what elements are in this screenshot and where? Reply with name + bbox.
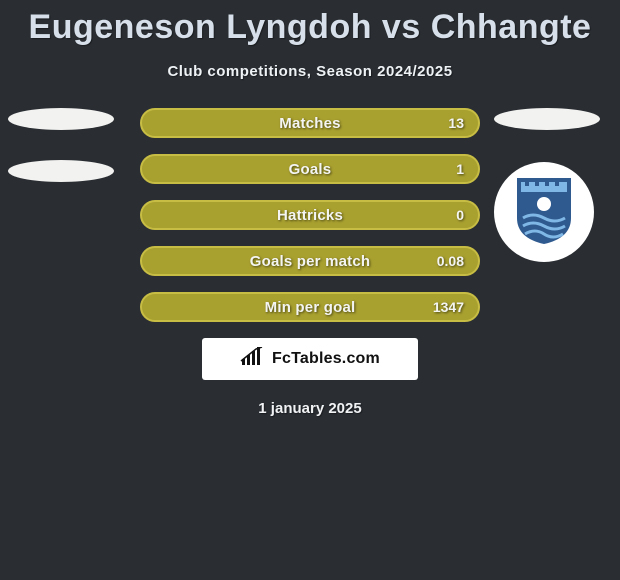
bar-chart-icon xyxy=(240,347,266,372)
stat-bar-hattricks: Hattricks 0 xyxy=(140,200,480,230)
stat-value-right: 1 xyxy=(456,161,464,177)
snapshot-date: 1 january 2025 xyxy=(0,400,620,417)
stat-bar-goals: Goals 1 xyxy=(140,154,480,184)
page-subtitle: Club competitions, Season 2024/2025 xyxy=(0,63,620,80)
stat-value-right: 0 xyxy=(456,207,464,223)
stat-label: Min per goal xyxy=(142,299,478,316)
player-right-badge-placeholder xyxy=(494,108,600,130)
club-right-crest xyxy=(494,162,594,262)
stats-comparison: Matches 13 Goals 1 Hattricks 0 Goals per… xyxy=(0,108,620,417)
stat-value-right: 1347 xyxy=(433,299,464,315)
stat-value-right: 13 xyxy=(448,115,464,131)
stat-bar-goals-per-match: Goals per match 0.08 xyxy=(140,246,480,276)
stat-label: Hattricks xyxy=(142,207,478,224)
page-title: Eugeneson Lyngdoh vs Chhangte xyxy=(0,0,620,47)
stat-label: Goals per match xyxy=(142,253,478,270)
stat-value-right: 0.08 xyxy=(437,253,464,269)
stat-bar-matches: Matches 13 xyxy=(140,108,480,138)
right-player-badges xyxy=(494,108,600,262)
stat-bar-min-per-goal: Min per goal 1347 xyxy=(140,292,480,322)
stat-label: Matches xyxy=(142,115,478,132)
branding-text: FcTables.com xyxy=(272,350,380,368)
shield-icon xyxy=(513,174,575,251)
stat-bars: Matches 13 Goals 1 Hattricks 0 Goals per… xyxy=(140,108,480,322)
stat-label: Goals xyxy=(142,161,478,178)
club-left-badge-placeholder xyxy=(8,160,114,182)
left-player-badges xyxy=(8,108,114,182)
branding-badge: FcTables.com xyxy=(202,338,418,380)
player-left-badge-placeholder xyxy=(8,108,114,130)
